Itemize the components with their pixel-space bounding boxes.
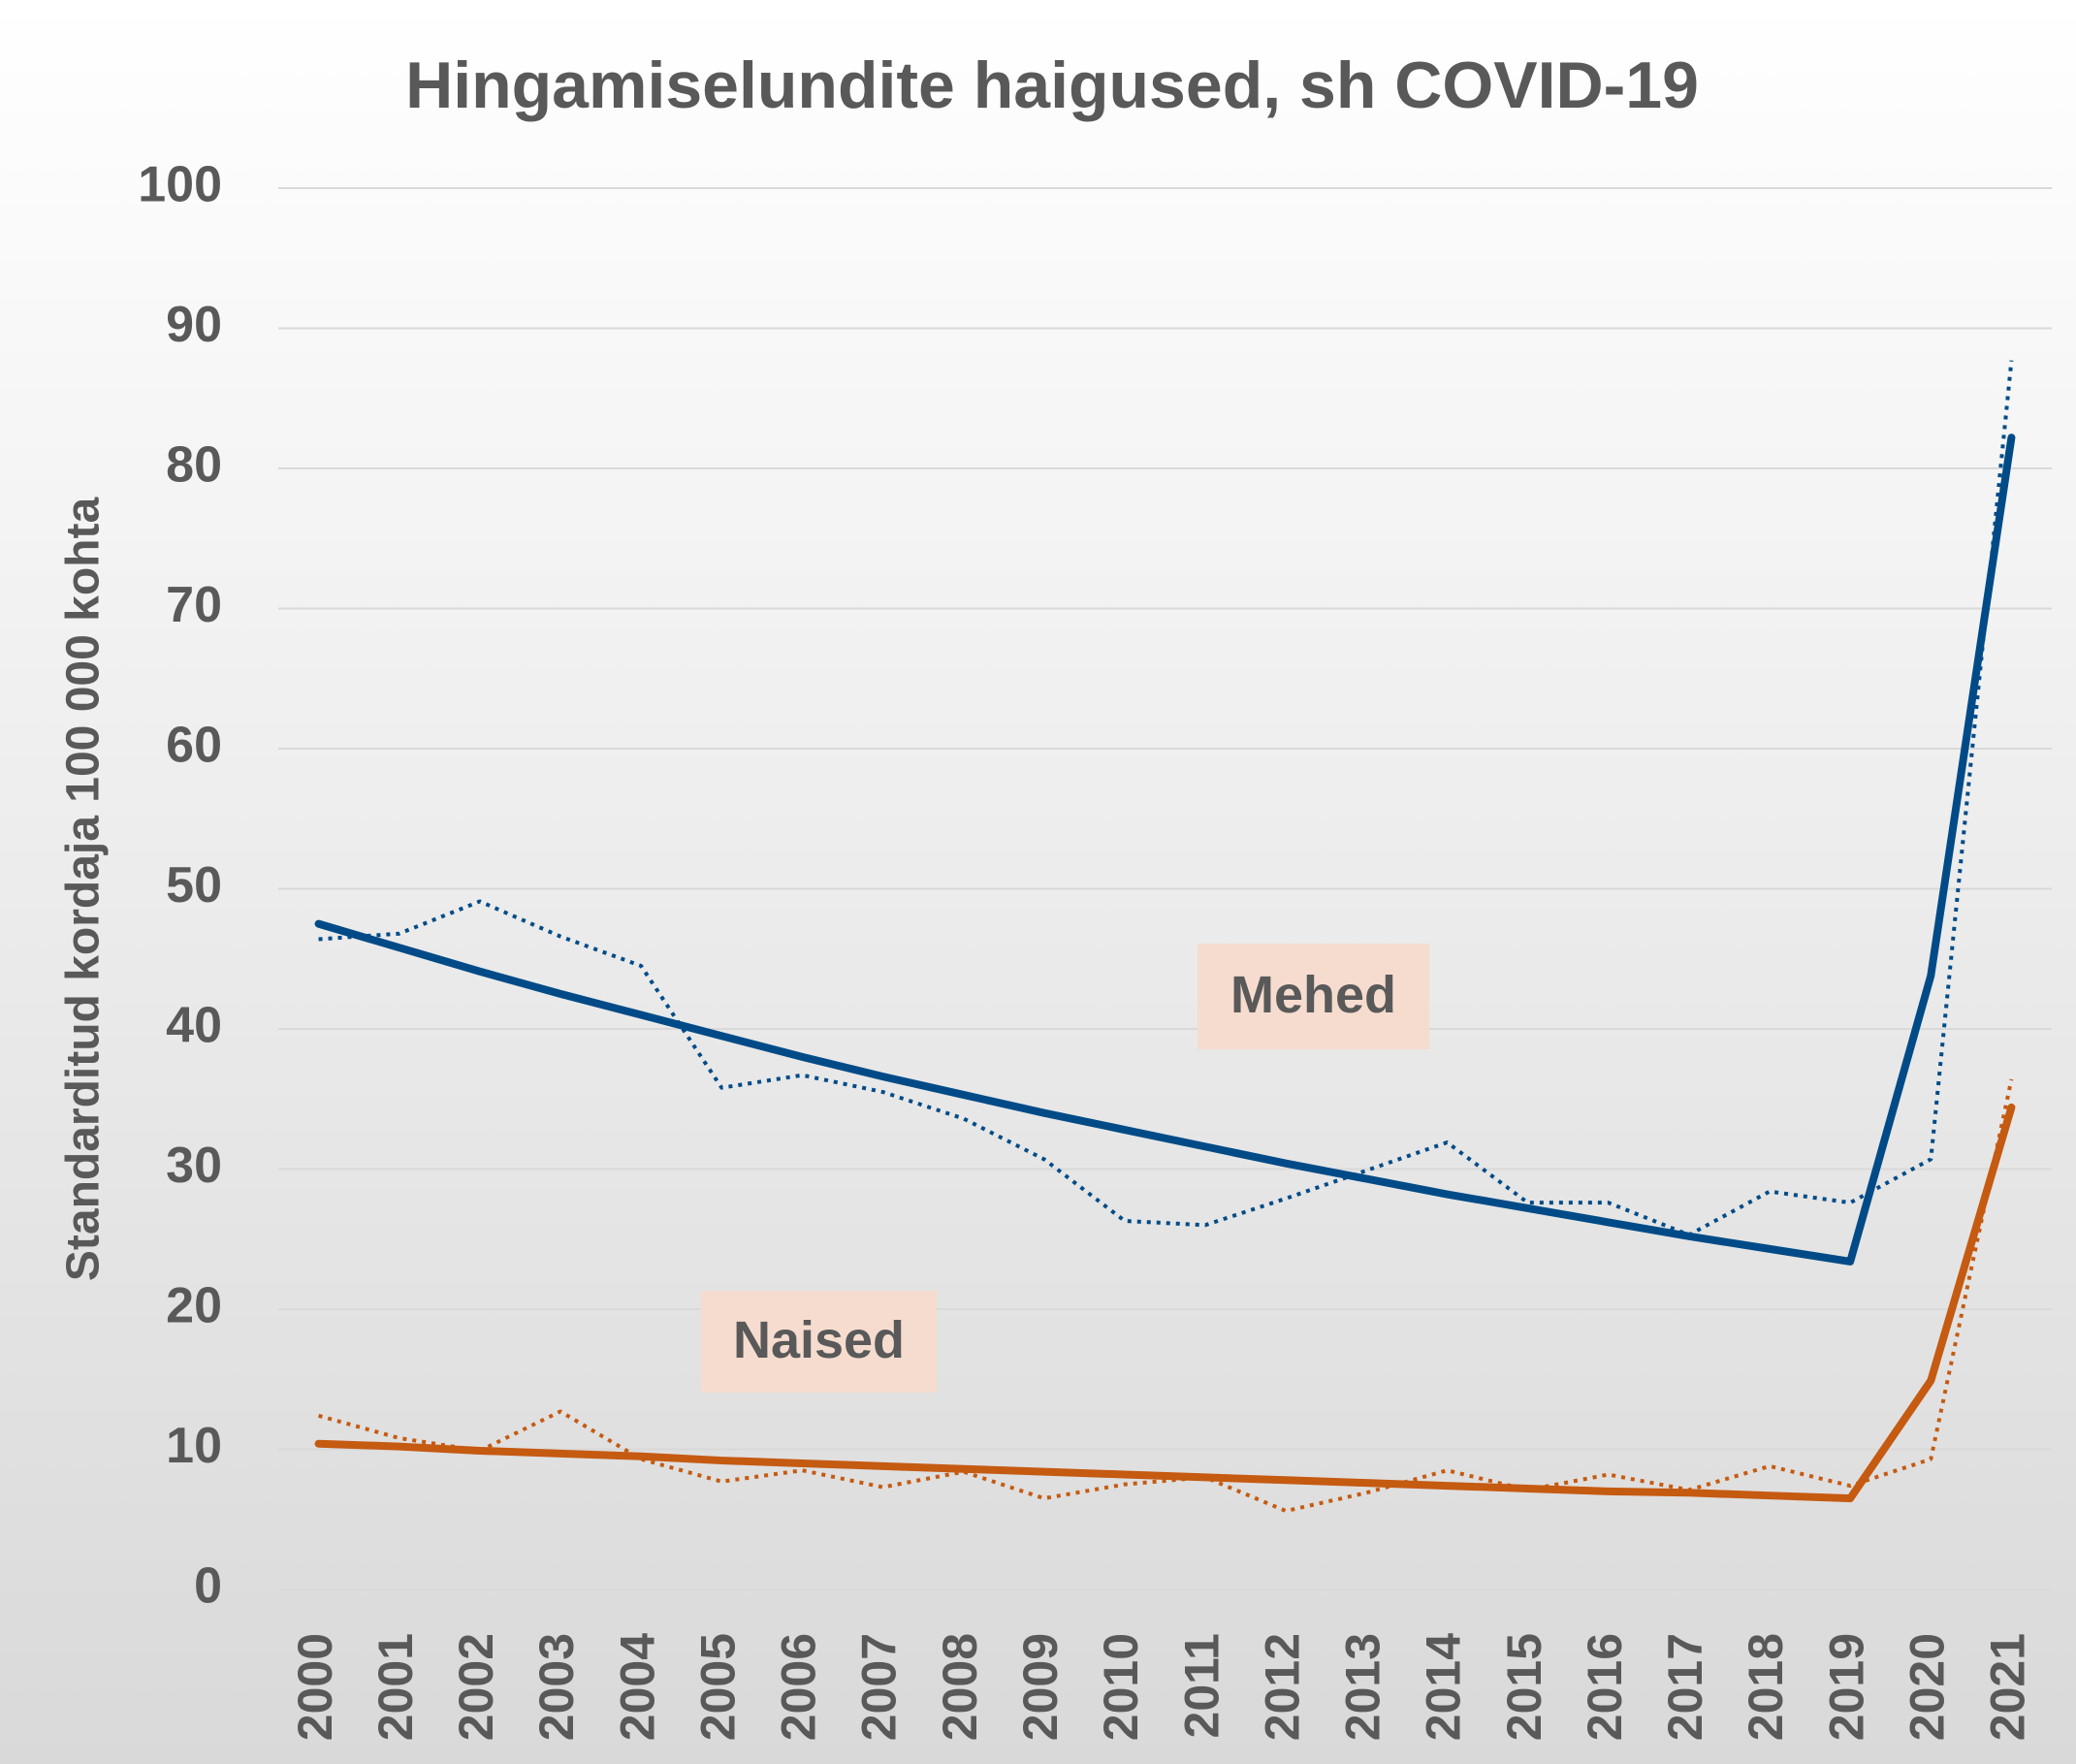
- y-tick-label: 80: [166, 437, 222, 494]
- dotted-line: [318, 1078, 2014, 1514]
- x-tick-label: 2017: [1658, 1633, 1712, 1741]
- x-tick-label: 2014: [1417, 1633, 1471, 1741]
- x-tick-label: 2016: [1578, 1633, 1632, 1741]
- x-tick-label: 2011: [1174, 1633, 1229, 1738]
- x-tick-label: 2007: [852, 1633, 907, 1741]
- y-tick-label: 0: [194, 1558, 222, 1615]
- x-tick-label: 2004: [610, 1633, 664, 1741]
- x-tick-label: 2001: [368, 1633, 423, 1741]
- x-tick-label: 2002: [449, 1633, 503, 1741]
- x-tick-label: 2003: [529, 1633, 584, 1741]
- x-tick-label: 2006: [772, 1633, 826, 1741]
- x-tick-label: 2018: [1739, 1633, 1793, 1741]
- x-tick-label: 2009: [1013, 1633, 1068, 1741]
- y-tick-label: 100: [138, 157, 222, 213]
- annotation: Mehed: [1230, 966, 1396, 1024]
- x-tick-label: 2008: [933, 1633, 987, 1741]
- y-axis-label: Standarditud kordaja 100 000 kohta: [58, 497, 110, 1282]
- y-tick-label: 60: [166, 718, 222, 774]
- x-tick-label: 2020: [1900, 1633, 1954, 1741]
- x-tick-label: 2013: [1336, 1633, 1390, 1741]
- x-tick-label: 2015: [1497, 1633, 1551, 1741]
- trend-line: [314, 1103, 2016, 1503]
- y-tick-label: 90: [166, 297, 222, 353]
- y-tick-label: 20: [166, 1278, 222, 1334]
- annotation: Naised: [733, 1311, 905, 1369]
- y-tick-label: 70: [166, 577, 222, 633]
- y-tick-label: 50: [166, 857, 222, 914]
- x-tick-label: 2019: [1819, 1633, 1873, 1741]
- y-tick-label: 30: [166, 1138, 222, 1194]
- x-tick-label: 2000: [288, 1633, 342, 1741]
- chart-title: Hingamiselundite haigused, sh COVID-19: [405, 48, 1699, 122]
- x-tick-label: 2010: [1094, 1633, 1148, 1741]
- y-tick-label: 40: [166, 998, 222, 1054]
- y-tick-label: 10: [166, 1418, 222, 1474]
- annotation-box: [1198, 944, 1429, 1049]
- annotation-box: [701, 1291, 937, 1393]
- x-tick-label: 2012: [1255, 1633, 1309, 1741]
- trend-line: [314, 433, 2016, 1266]
- x-tick-label: 2005: [690, 1633, 745, 1741]
- x-tick-label: 2021: [1981, 1633, 2035, 1741]
